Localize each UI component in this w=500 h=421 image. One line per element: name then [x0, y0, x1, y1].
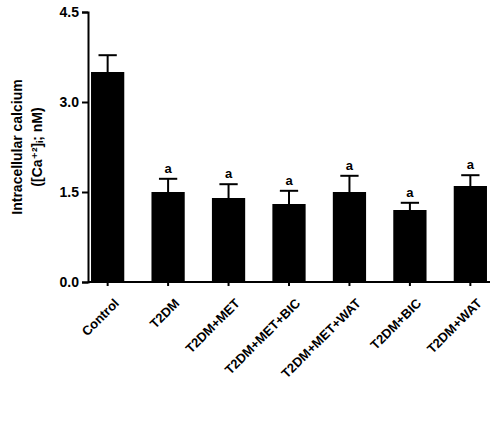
x-tick-label: T2DM+WAT [424, 296, 485, 357]
y-tick: 3.0 [60, 94, 88, 110]
x-tick: T2DM [147, 282, 183, 331]
x-tick: T2DM+MET [182, 282, 242, 356]
bar [393, 210, 426, 282]
y-tick: 0.0 [60, 274, 88, 290]
x-tick-label: T2DM+BIC [367, 295, 424, 352]
x-tick-mark [107, 282, 109, 286]
y-tick-label: 1.5 [60, 184, 80, 200]
x-tick-mark [288, 282, 290, 286]
x-tick-label: T2DM+MET [182, 296, 242, 356]
error-cap [340, 175, 358, 177]
y-tick-label: 3.0 [60, 94, 80, 110]
y-tick-mark [82, 12, 88, 14]
x-tick: T2DM+MET+WAT [278, 282, 364, 381]
error-stem [288, 191, 290, 204]
error-cap [461, 174, 479, 176]
x-tick: T2DM+BIC [367, 282, 424, 353]
error-stem [409, 203, 411, 210]
y-tick-mark [82, 192, 88, 194]
error-stem [469, 175, 471, 186]
x-tick-label: T2DM [147, 296, 183, 332]
y-tick: 1.5 [60, 184, 88, 200]
y-tick-mark [82, 102, 88, 104]
error-cap [99, 54, 117, 56]
error-bar [340, 176, 358, 192]
bar [454, 186, 487, 282]
bar [333, 192, 366, 282]
error-bar [99, 55, 117, 72]
x-tick-mark [409, 282, 411, 286]
significance-label: a [225, 166, 233, 181]
y-axis: 0.0 1.5 3.0 4.5 [60, 4, 89, 290]
bar [151, 192, 184, 282]
x-tick-label: T2DM+MET+WAT [278, 296, 364, 382]
y-tick-label: 4.5 [60, 4, 80, 20]
error-cap [219, 183, 237, 185]
y-axis-title: ([Ca⁺²]ᵢ; nM) [29, 107, 45, 186]
y-tick: 4.5 [60, 4, 88, 20]
error-stem [348, 176, 350, 192]
significance-label: a [164, 161, 172, 176]
error-cap [401, 202, 419, 204]
y-axis-title: Intracellular calcium [9, 79, 25, 214]
x-tick: T2DM+WAT [424, 282, 485, 356]
x-tick-mark [348, 282, 350, 286]
y-tick-mark [82, 282, 88, 284]
error-bar [401, 203, 419, 210]
error-cap [280, 190, 298, 192]
error-bar [159, 179, 177, 192]
x-tick: Control [79, 282, 122, 339]
error-bar [280, 191, 298, 204]
x-tick-mark [167, 282, 169, 286]
x-tick-mark [469, 282, 471, 286]
bar [212, 198, 245, 282]
error-cap [159, 178, 177, 180]
chart: a a a a a a 0.0 1.5 3.0 4.5 Control T2DMT2DM+MET T2D… [0, 0, 500, 421]
error-stem [167, 179, 169, 192]
bar [272, 204, 305, 282]
x-axis: ControlT2DMT2DM+METT2DM+MET+BICT2DM+MET+… [79, 282, 490, 381]
significance-label: a [406, 185, 414, 200]
y-tick-label: 0.0 [60, 274, 80, 290]
error-stem [107, 55, 109, 72]
y-axis-line [82, 13, 89, 283]
significance-label: a [467, 157, 475, 172]
bar [91, 72, 124, 282]
error-bar [219, 184, 237, 198]
x-tick-label: Control [79, 296, 122, 339]
error-bar [461, 175, 479, 186]
x-tick-mark [228, 282, 230, 286]
significance-label: a [346, 158, 354, 173]
significance-label: a [285, 173, 293, 188]
annotations: a a a a a a [164, 157, 474, 200]
error-stem [228, 184, 230, 198]
plot-area [91, 55, 487, 282]
